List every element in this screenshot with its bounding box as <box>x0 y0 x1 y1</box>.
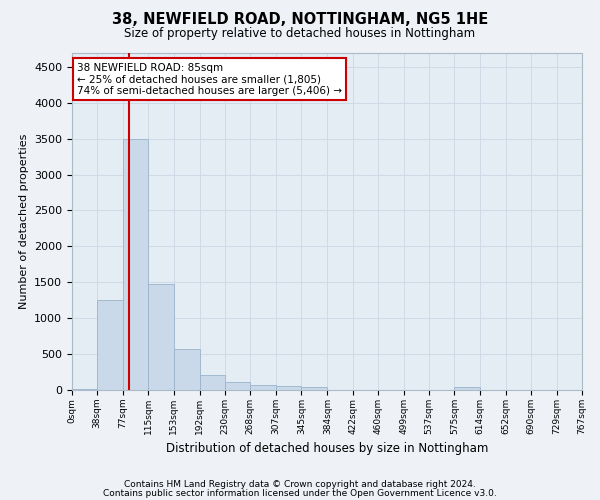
Bar <box>454 388 480 390</box>
Bar <box>276 386 301 390</box>
Bar <box>250 384 276 390</box>
Text: Size of property relative to detached houses in Nottingham: Size of property relative to detached ho… <box>124 28 476 40</box>
Bar <box>148 284 174 390</box>
Text: 38, NEWFIELD ROAD, NOTTINGHAM, NG5 1HE: 38, NEWFIELD ROAD, NOTTINGHAM, NG5 1HE <box>112 12 488 28</box>
Bar <box>225 382 250 390</box>
Bar <box>200 374 225 390</box>
Bar <box>174 349 200 390</box>
Text: 38 NEWFIELD ROAD: 85sqm
← 25% of detached houses are smaller (1,805)
74% of semi: 38 NEWFIELD ROAD: 85sqm ← 25% of detache… <box>77 62 342 96</box>
Bar <box>301 387 328 390</box>
Y-axis label: Number of detached properties: Number of detached properties <box>19 134 29 309</box>
Bar <box>97 300 123 390</box>
Bar <box>72 388 97 390</box>
X-axis label: Distribution of detached houses by size in Nottingham: Distribution of detached houses by size … <box>166 442 488 456</box>
Text: Contains HM Land Registry data © Crown copyright and database right 2024.: Contains HM Land Registry data © Crown c… <box>124 480 476 489</box>
Text: Contains public sector information licensed under the Open Government Licence v3: Contains public sector information licen… <box>103 488 497 498</box>
Bar <box>123 138 148 390</box>
